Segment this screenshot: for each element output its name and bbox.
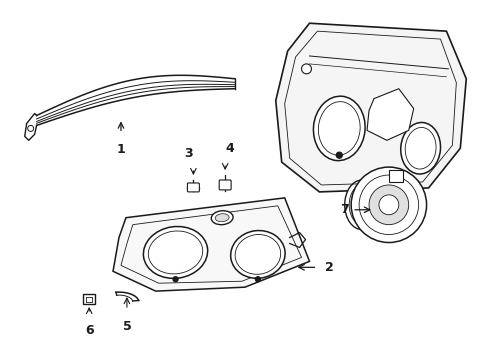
FancyBboxPatch shape [187, 183, 199, 192]
Text: 7: 7 [340, 203, 348, 216]
Polygon shape [275, 23, 466, 192]
Ellipse shape [235, 234, 280, 274]
Text: 5: 5 [122, 320, 131, 333]
Circle shape [301, 64, 311, 74]
Circle shape [350, 167, 426, 243]
Circle shape [368, 185, 408, 225]
Ellipse shape [148, 231, 203, 274]
Ellipse shape [143, 226, 207, 278]
FancyBboxPatch shape [86, 297, 92, 302]
Text: 6: 6 [85, 324, 93, 337]
Text: 1: 1 [116, 143, 125, 156]
Polygon shape [366, 89, 413, 140]
Ellipse shape [313, 96, 365, 161]
Circle shape [28, 125, 34, 131]
Ellipse shape [405, 127, 435, 169]
Ellipse shape [400, 122, 440, 174]
FancyBboxPatch shape [388, 170, 402, 182]
Circle shape [173, 277, 178, 282]
Circle shape [255, 277, 260, 282]
Ellipse shape [230, 230, 285, 278]
Circle shape [378, 195, 398, 215]
Polygon shape [113, 198, 309, 291]
Circle shape [336, 152, 342, 158]
FancyBboxPatch shape [83, 294, 95, 304]
Circle shape [358, 175, 418, 235]
Text: 2: 2 [325, 261, 333, 274]
Ellipse shape [211, 211, 233, 225]
Ellipse shape [215, 214, 229, 222]
Ellipse shape [348, 185, 374, 225]
Ellipse shape [344, 180, 379, 230]
Text: 4: 4 [225, 142, 234, 155]
FancyBboxPatch shape [219, 180, 231, 190]
Text: 3: 3 [184, 147, 192, 160]
Ellipse shape [318, 102, 360, 155]
